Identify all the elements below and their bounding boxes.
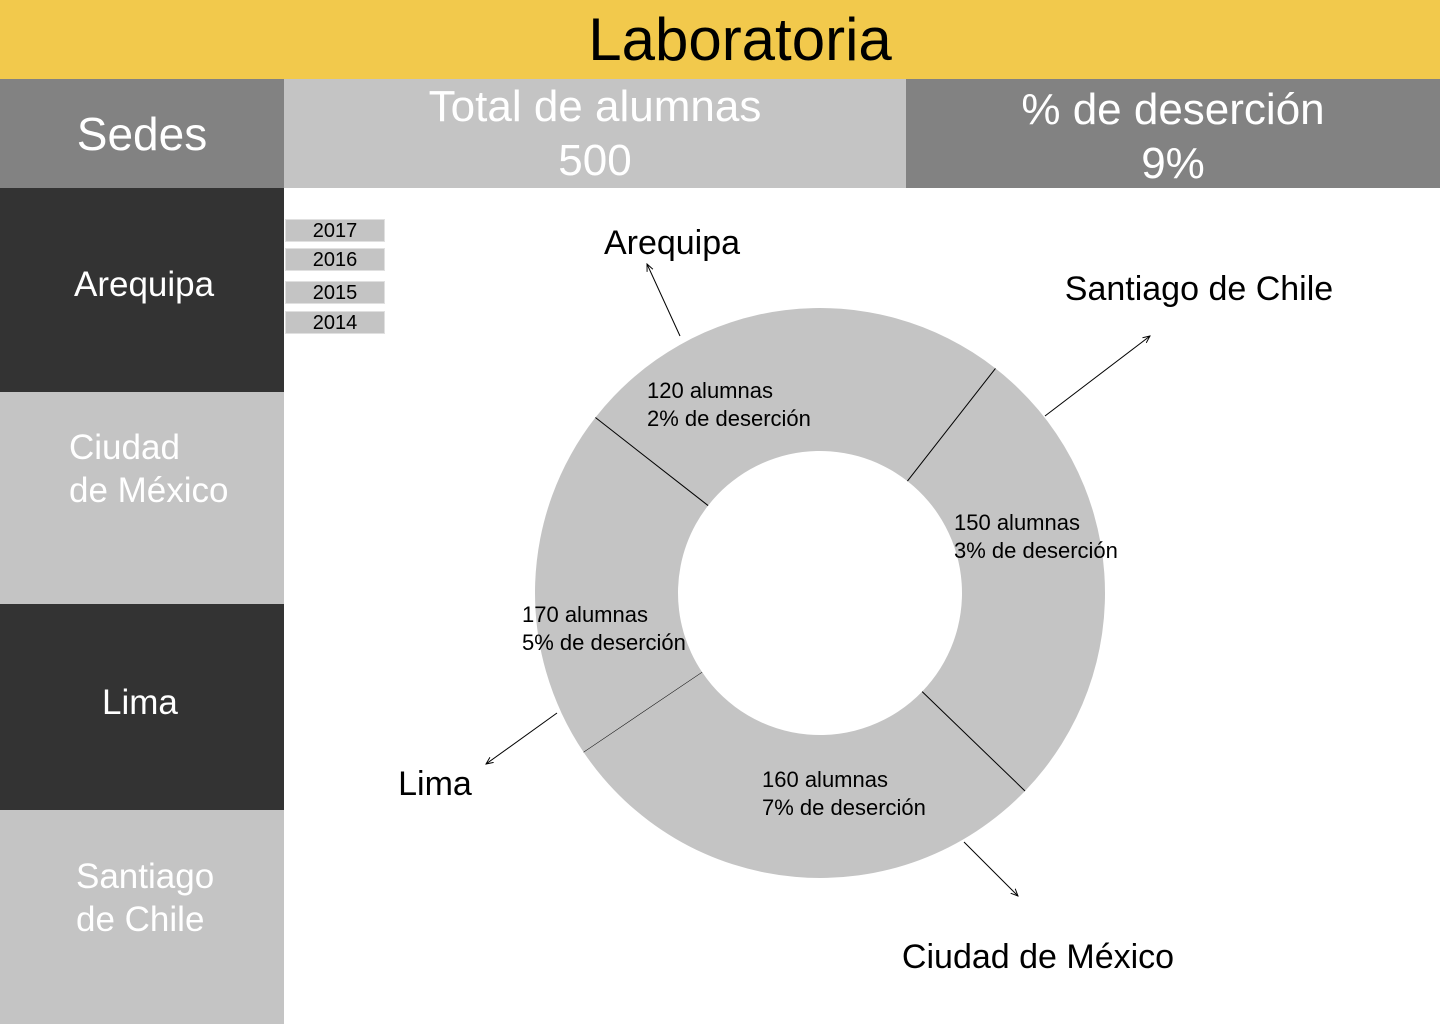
donut-slice-santiago-de-chile[interactable] (595, 308, 996, 506)
slice-category-label: Lima (398, 765, 472, 803)
desercion-card: % de deserción 9% (906, 79, 1440, 188)
sedes-label: Sedes (76, 107, 208, 160)
donut-slice-arequipa[interactable] (534, 417, 709, 753)
sidebar-item-label: Lima (102, 682, 178, 725)
sidebar-item-label-line: de México (69, 470, 229, 510)
slice-divider (595, 417, 709, 506)
slice-divider (921, 691, 1026, 792)
slice-data-label: 170 alumnas 5% de deserción (522, 602, 686, 655)
app-header: Laboratoria (0, 0, 1440, 79)
sidebar-item-ciudad-de-mexico[interactable]: Ciudad de México (0, 392, 284, 604)
sidebar-item-label-line: Arequipa (74, 265, 215, 304)
slice-data-label: 120 alumnas 2% de deserción (647, 378, 811, 431)
callout-arrow (647, 264, 681, 337)
sidebar-item-label-line: de Chile (76, 899, 205, 939)
sidebar-item-label-line: Ciudad (69, 428, 180, 467)
callout-arrow (1044, 336, 1150, 417)
year-button-2017[interactable]: 2017 (285, 219, 385, 242)
callout-arrow (486, 712, 558, 764)
slice-data-label: 150 alumnas 3% de deserción (954, 510, 1118, 563)
sidebar-item-label: Ciudad de México (69, 427, 229, 512)
sidebar-item-label-line: Santiago (76, 857, 215, 896)
donut-slice-lima[interactable] (583, 672, 1026, 879)
sidebar-item-label-line: Lima (102, 683, 178, 722)
sidebar-item-arequipa[interactable]: Arequipa (0, 188, 284, 392)
total-alumnas-card: Total de alumnas 500 (284, 79, 906, 188)
desercion-label: % de deserción (1021, 84, 1325, 134)
sidebar-item-label: Santiago de Chile (76, 856, 214, 941)
slice-category-label: Arequipa (604, 224, 740, 262)
total-alumnas-label: Total de alumnas (428, 81, 762, 131)
slice-divider (907, 368, 996, 482)
slice-category-label: Ciudad de México (902, 938, 1174, 976)
slice-category-label: Santiago de Chile (1065, 270, 1333, 308)
year-button-2015[interactable]: 2015 (285, 281, 385, 304)
sedes-header: Sedes (0, 79, 284, 188)
sidebar-item-label: Arequipa (74, 264, 214, 307)
slice-data-label: 160 alumnas 7% de deserción (762, 767, 926, 820)
callout-arrow (963, 841, 1018, 896)
year-button-2014[interactable]: 2014 (285, 311, 385, 334)
desercion-value: 9% (1141, 138, 1205, 188)
app-title: Laboratoria (588, 5, 892, 73)
total-alumnas-value: 500 (558, 135, 632, 185)
sidebar-item-lima[interactable]: Lima (0, 604, 284, 810)
year-button-2016[interactable]: 2016 (285, 248, 385, 271)
sidebar-item-santiago-de-chile[interactable]: Santiago de Chile (0, 810, 284, 1024)
donut-slice-ciudad-de-méxico[interactable] (907, 368, 1105, 791)
